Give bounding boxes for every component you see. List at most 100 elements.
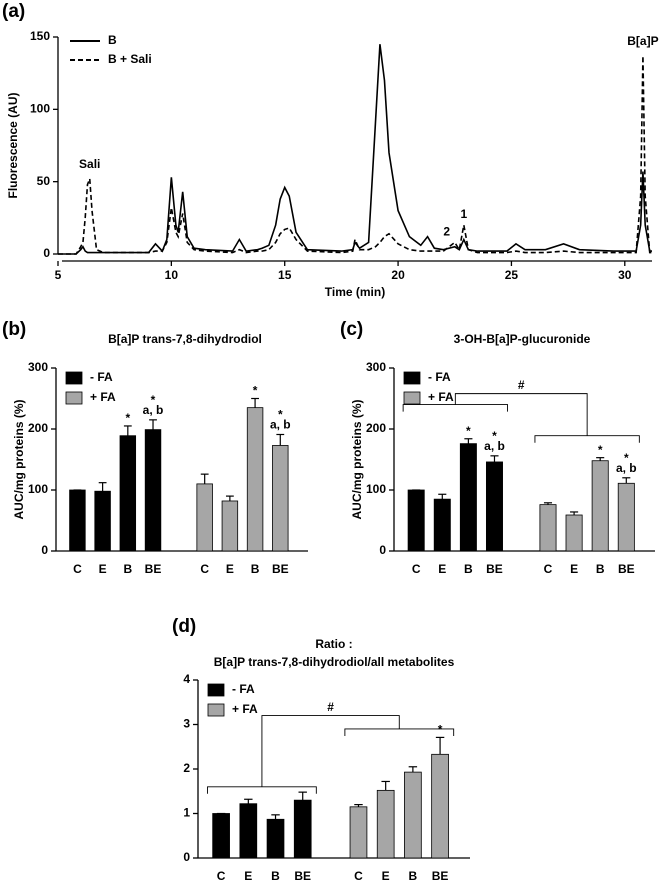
chart-title: Ratio : [315, 637, 352, 651]
bar [239, 803, 258, 859]
chart-title: 3-OH-B[a]P-glucuronide [454, 332, 591, 346]
y-tick-label: 1 [183, 806, 190, 820]
bar [407, 489, 425, 552]
x-tick-label: E [99, 562, 107, 576]
chart-title: B[a]P trans-7,8-dihydrodiol [108, 332, 262, 346]
series-line [58, 55, 652, 255]
bar [376, 789, 395, 859]
series-line [58, 44, 652, 255]
y-tick-label: 300 [28, 360, 48, 374]
significance-bracket [207, 715, 455, 794]
significance-letters: a, b [270, 418, 291, 432]
annotation: 1 [460, 207, 467, 221]
significance-letters: a, b [484, 439, 505, 453]
y-tick-label: 0 [183, 850, 190, 864]
x-tick-label: C [200, 562, 209, 576]
bar [69, 489, 86, 552]
bar [349, 806, 368, 859]
x-tick-label: BE [486, 562, 503, 576]
x-tick-label: C [412, 562, 421, 576]
y-tick-label: 300 [366, 360, 386, 374]
bar [591, 460, 609, 552]
significance-star: * [624, 451, 629, 465]
bar [272, 445, 289, 552]
bar [459, 443, 477, 552]
bar [119, 435, 137, 552]
bar [293, 799, 312, 859]
significance-hash: # [327, 700, 334, 714]
bar [433, 498, 451, 552]
x-tick-label: 15 [278, 268, 292, 282]
x-tick-label: B [409, 869, 418, 883]
legend-swatch [403, 391, 421, 405]
legend-swatch [65, 391, 83, 405]
legend-label: + FA [428, 390, 454, 404]
y-tick-label: 100 [28, 482, 48, 496]
annotation: Sali [79, 157, 100, 171]
bar [221, 500, 239, 552]
y-tick-label: 0 [43, 246, 50, 260]
legend-label: B + Sali [108, 52, 152, 66]
legend-label: + FA [90, 390, 116, 404]
x-tick-label: BE [432, 869, 449, 883]
bar [246, 407, 264, 552]
significance-star: * [492, 429, 497, 443]
x-tick-label: 25 [505, 268, 519, 282]
y-tick-label: 100 [366, 482, 386, 496]
x-tick-label: BE [294, 869, 311, 883]
annotation: 2 [443, 225, 450, 239]
x-axis-title: Time (min) [325, 285, 385, 299]
significance-star: * [278, 408, 283, 422]
x-tick-label: B [251, 562, 260, 576]
x-tick-label: 20 [391, 268, 405, 282]
y-tick-label: 100 [30, 102, 50, 116]
y-tick-label: 2 [183, 761, 190, 775]
x-tick-label: B [123, 562, 132, 576]
y-tick-label: 200 [28, 421, 48, 435]
y-tick-label: 150 [30, 29, 50, 43]
y-tick-label: 0 [41, 543, 48, 557]
bar [196, 483, 213, 552]
legend-label: + FA [232, 702, 258, 716]
x-tick-label: 5 [55, 268, 62, 282]
x-tick-label: 30 [618, 268, 632, 282]
x-tick-label: BE [272, 562, 289, 576]
significance-bracket [402, 393, 640, 443]
significance-letters: a, b [143, 403, 164, 417]
significance-star: * [598, 443, 603, 457]
legend-label: - FA [232, 682, 255, 696]
y-axis-title: Fluorescence (AU) [6, 92, 20, 198]
x-tick-label: BE [145, 562, 162, 576]
y-tick-label: 0 [379, 543, 386, 557]
bar [565, 514, 583, 552]
significance-hash: # [518, 378, 525, 392]
x-tick-label: B [271, 869, 280, 883]
bar [144, 429, 162, 552]
y-axis-title: AUC/mg proteins (%) [350, 399, 364, 519]
panel-label: (c) [340, 319, 363, 340]
legend-swatch [403, 371, 421, 385]
significance-star: * [438, 723, 443, 737]
significance-star: * [151, 393, 156, 407]
x-tick-label: BE [618, 562, 635, 576]
y-tick-label: 50 [37, 174, 51, 188]
bar [485, 461, 503, 552]
bar [212, 813, 230, 859]
significance-letters: a, b [616, 461, 637, 475]
x-tick-label: E [244, 869, 252, 883]
x-tick-label: E [226, 562, 234, 576]
significance-star: * [253, 384, 258, 398]
panel-label: (b) [2, 319, 26, 340]
bar [94, 490, 111, 552]
significance-star: * [125, 411, 130, 425]
bar [539, 504, 557, 552]
x-tick-label: B [464, 562, 473, 576]
bar [431, 753, 449, 859]
bar [404, 771, 422, 859]
y-axis-title: AUC/mg proteins (%) [12, 399, 26, 519]
x-tick-label: E [382, 869, 390, 883]
x-tick-label: B [596, 562, 605, 576]
x-tick-label: C [544, 562, 553, 576]
